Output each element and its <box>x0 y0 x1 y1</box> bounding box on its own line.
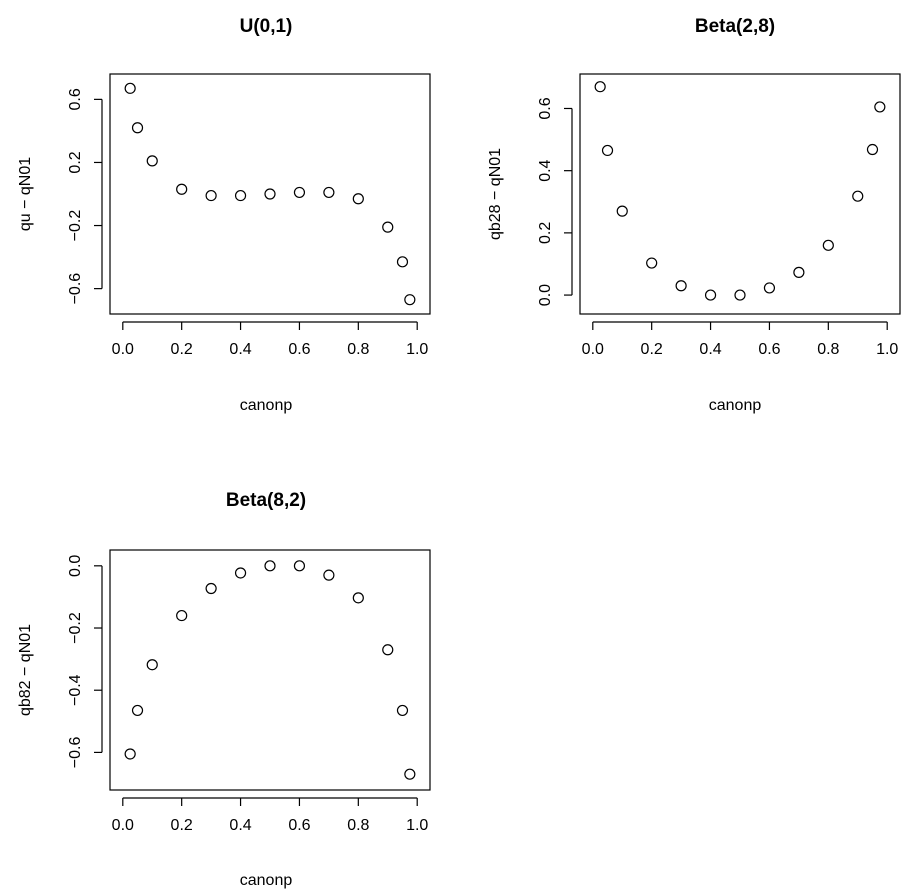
y-tick-label: −0.2 <box>67 612 84 644</box>
data-point <box>146 659 158 671</box>
data-point <box>852 190 864 202</box>
x-tick-label: 0.2 <box>171 817 193 834</box>
data-point <box>704 289 717 301</box>
data-point <box>146 155 158 167</box>
data-points <box>124 82 416 306</box>
data-point <box>176 609 188 622</box>
data-point <box>793 266 805 278</box>
data-point <box>601 144 614 157</box>
x-tick-label: 1.0 <box>406 817 428 834</box>
y-tick-label: 0.0 <box>537 284 554 306</box>
data-point <box>404 294 416 306</box>
y-tick-label: −0.6 <box>67 273 84 305</box>
x-axis-label: canonp <box>240 397 293 414</box>
x-tick-label: 0.4 <box>229 817 251 834</box>
data-point <box>396 704 409 717</box>
panel-title: Beta(8,2) <box>226 490 306 511</box>
x-tick-label: 0.6 <box>288 341 310 358</box>
y-axis: 0.0 0.2 0.4 0.6 <box>537 97 573 306</box>
data-point <box>234 567 247 579</box>
data-point <box>763 282 776 294</box>
data-point <box>264 560 276 572</box>
data-point <box>176 183 188 195</box>
panel-title: Beta(2,8) <box>695 16 775 37</box>
plot-frame <box>109 73 431 315</box>
x-axis: 0.0 0.2 0.4 0.6 0.8 1.0 <box>582 321 898 358</box>
panel-beta28: Beta(2,8) canonp qb28 − qN01 0.0 0.2 0.4 0.… <box>487 16 901 414</box>
x-tick-label: 0.2 <box>171 341 193 358</box>
data-point <box>205 582 217 595</box>
data-point <box>293 186 306 199</box>
data-point <box>323 186 335 199</box>
data-point <box>396 256 409 268</box>
data-point <box>734 289 746 301</box>
y-tick-label: 0.4 <box>537 159 554 181</box>
y-axis-label: qu − qN01 <box>17 157 34 231</box>
x-tick-label: 0.6 <box>288 817 310 834</box>
y-tick-label: 0.6 <box>67 88 84 110</box>
data-point <box>293 560 306 572</box>
data-point <box>866 143 879 156</box>
x-axis-label: canonp <box>709 397 762 414</box>
data-point <box>124 748 136 760</box>
y-tick-label: −0.2 <box>67 210 84 242</box>
data-point <box>352 193 364 205</box>
y-axis-label: qb28 − qN01 <box>487 148 504 240</box>
x-tick-label: 0.0 <box>112 341 134 358</box>
x-tick-label: 0.4 <box>699 341 721 358</box>
data-points <box>124 560 416 780</box>
x-tick-label: 0.8 <box>347 341 369 358</box>
data-point <box>874 101 886 113</box>
x-axis: 0.0 0.2 0.4 0.6 0.8 1.0 <box>112 321 428 358</box>
panel-u01: U(0,1) canonp qu − qN01 0.0 0.2 0.4 0.6 0.8 1… <box>17 16 431 414</box>
y-axis: −0.6 −0.4 −0.2 0.0 <box>67 555 103 769</box>
data-point <box>234 189 247 202</box>
x-axis-label: canonp <box>240 872 293 889</box>
data-point <box>323 569 335 581</box>
data-point <box>382 644 394 656</box>
data-point <box>352 592 364 604</box>
data-point <box>646 257 658 269</box>
panel-title: U(0,1) <box>240 16 293 37</box>
x-tick-label: 0.0 <box>112 817 134 834</box>
x-tick-label: 0.4 <box>229 341 251 358</box>
data-point <box>131 122 144 134</box>
data-point <box>131 704 144 717</box>
x-tick-label: 0.6 <box>758 341 780 358</box>
y-axis-label: qb82 − qN01 <box>17 624 34 716</box>
data-point <box>382 221 394 233</box>
data-point <box>205 189 217 202</box>
x-tick-label: 0.8 <box>347 817 369 834</box>
plot-frame <box>109 549 431 791</box>
y-tick-label: 0.2 <box>67 151 84 173</box>
data-point <box>616 205 628 217</box>
data-point <box>124 82 136 94</box>
y-tick-label: −0.4 <box>67 674 84 706</box>
x-axis: 0.0 0.2 0.4 0.6 0.8 1.0 <box>112 797 428 834</box>
data-point <box>675 280 687 292</box>
y-axis: −0.6 −0.2 0.2 0.6 <box>67 88 103 305</box>
x-tick-label: 1.0 <box>876 341 898 358</box>
x-tick-label: 0.8 <box>817 341 839 358</box>
x-tick-label: 1.0 <box>406 341 428 358</box>
data-point <box>264 188 276 200</box>
y-tick-label: 0.2 <box>537 222 554 244</box>
x-tick-label: 0.0 <box>582 341 604 358</box>
y-tick-label: −0.6 <box>67 737 84 769</box>
panel-beta82: Beta(8,2) canonp qb82 − qN01 0.0 0.2 0.4 0.… <box>17 490 431 889</box>
y-tick-label: 0.6 <box>537 97 554 119</box>
data-point <box>822 239 834 251</box>
x-tick-label: 0.2 <box>641 341 663 358</box>
y-tick-label: 0.0 <box>67 555 84 577</box>
plot-frame <box>579 73 901 315</box>
data-points <box>594 81 886 301</box>
data-point <box>594 81 606 93</box>
data-point <box>404 768 416 780</box>
